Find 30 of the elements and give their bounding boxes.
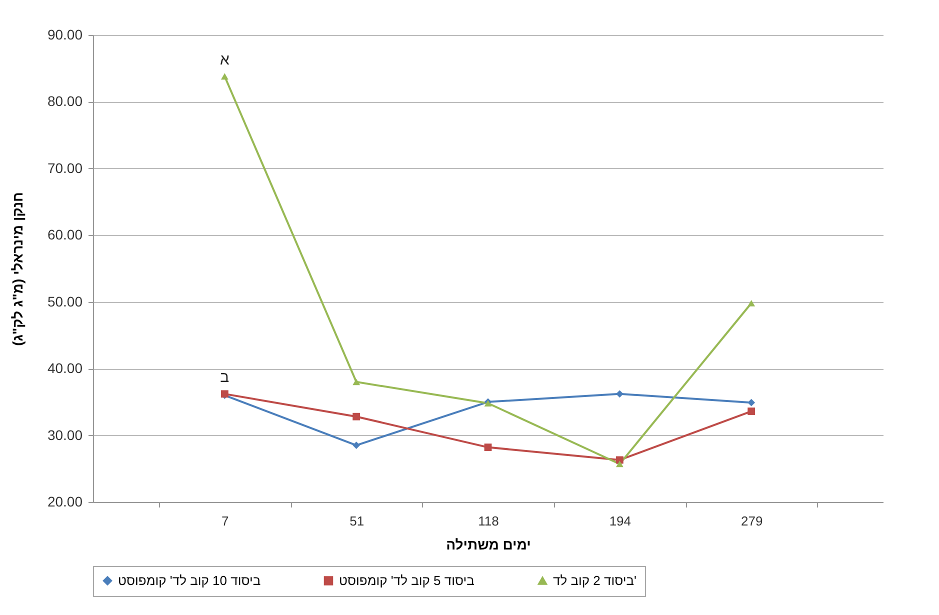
point [616,460,624,468]
annotation: ב [220,368,230,386]
legend-label: ביסוד 10 קוב לד' קומפוסט [118,572,261,588]
y-tick-label: 80.00 [47,93,83,110]
point [748,398,756,406]
y-tick-label: 50.00 [47,293,83,310]
point [220,73,228,80]
x-tick-label: 7 [222,514,229,528]
y-tick-label: 90.00 [47,26,83,42]
annotation: א [220,51,230,68]
y-tick-label: 60.00 [47,226,83,243]
y-tick-label: 70.00 [47,160,83,176]
y-tick-label: 20.00 [47,494,83,510]
point [352,378,360,386]
x-axis-title: ימים משתילה [446,536,531,552]
point [748,408,756,415]
x-tick-label: 279 [740,514,763,528]
x-tick-label: 118 [478,514,499,528]
legend-label: ביסוד 2 קוב לד' [553,572,636,588]
point [748,300,756,306]
point [352,412,360,420]
legend-label: ביסוד 5 קוב לד' קומפוסט [339,572,475,588]
y-axis-title: חנקן מינראלי (מ"ג לק"ג) [9,192,26,346]
y-tick-label: 30.00 [47,426,83,443]
point [616,390,624,398]
point [352,442,360,449]
y-tick-label: 40.00 [47,360,83,376]
point [484,444,492,451]
x-tick-label: 194 [609,514,632,528]
x-tick-label: 51 [350,514,364,528]
